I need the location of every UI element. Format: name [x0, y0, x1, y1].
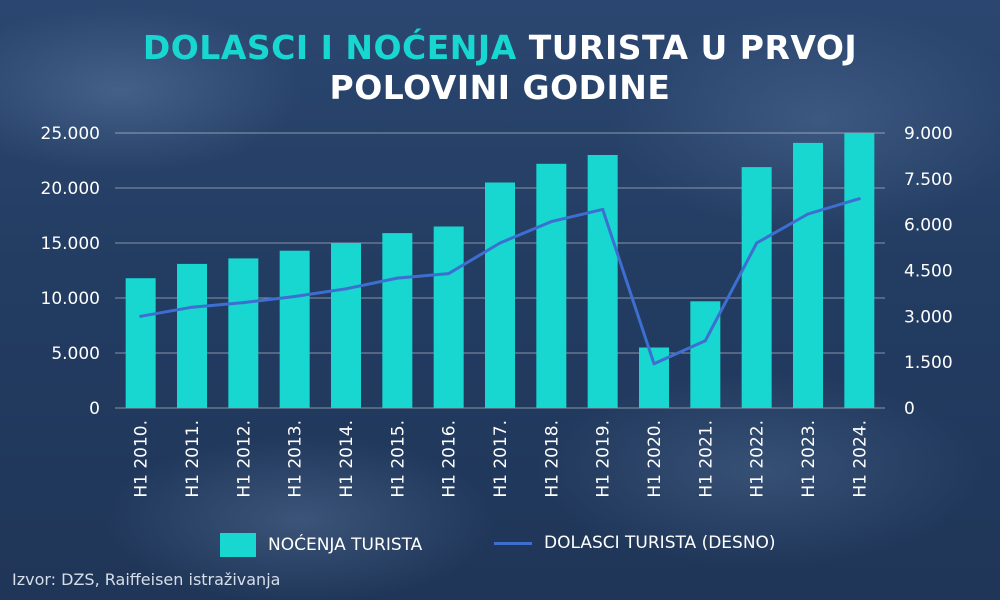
line-point	[241, 301, 245, 305]
line-point	[344, 287, 348, 291]
x-tick-label: H1 2023.	[799, 420, 819, 498]
x-tick-label: H1 2012.	[234, 420, 254, 498]
bar	[485, 182, 515, 408]
bar	[587, 155, 618, 408]
y-right-tick-label: 9.000	[904, 124, 953, 144]
line-point	[703, 339, 707, 343]
y-right-tick-label: 6.000	[904, 216, 953, 236]
y-left-tick-label: 15.000	[41, 234, 100, 254]
line-point	[395, 276, 399, 280]
title-line2: POLOVINI GODINE	[329, 68, 671, 107]
line-point	[857, 197, 861, 201]
line-point	[447, 272, 451, 276]
title-line1-rest: TURISTA U PRVOJ	[516, 28, 858, 67]
bar	[433, 226, 464, 408]
x-tick-label: H1 2018.	[542, 420, 562, 498]
line-point	[498, 241, 502, 245]
bar	[639, 347, 669, 408]
x-tick-label: H1 2019.	[594, 420, 614, 498]
legend-line-label: DOLASCI TURISTA (DESNO)	[544, 533, 776, 553]
bar	[177, 263, 207, 408]
x-tick-label: H1 2017.	[491, 420, 511, 498]
y-right-tick-label: 7.500	[904, 170, 953, 190]
y-left-tick-label: 5.000	[51, 344, 100, 364]
line-point	[293, 294, 297, 298]
y-left-tick-label: 20.000	[41, 179, 100, 199]
bar	[331, 243, 361, 408]
x-tick-label: H1 2016.	[440, 420, 460, 498]
legend-bars-label: NOĆENJA TURISTA	[268, 535, 423, 555]
x-tick-label: H1 2014.	[337, 420, 357, 498]
y-left-tick-label: 10.000	[41, 289, 100, 309]
x-tick-label: H1 2020.	[645, 420, 665, 498]
source-note: Izvor: DZS, Raiffeisen istraživanja	[12, 570, 281, 589]
y-right-tick-label: 0	[904, 399, 915, 419]
line-point	[755, 241, 759, 245]
x-tick-label: H1 2010.	[132, 420, 152, 498]
title-accent: DOLASCI I NOĆENJA	[142, 28, 517, 67]
x-tick-label: H1 2021.	[696, 420, 716, 498]
x-tick-label: H1 2015.	[388, 420, 408, 498]
y-right-tick-label: 4.500	[904, 262, 953, 282]
bar	[279, 250, 310, 408]
x-tick-label: H1 2013.	[286, 420, 306, 498]
line-point	[652, 362, 656, 366]
bar	[382, 233, 413, 408]
bar	[125, 278, 156, 408]
legend-item-bars: NOĆENJA TURISTA	[220, 533, 422, 557]
legend: NOĆENJA TURISTA DOLASCI TURISTA (DESNO)	[0, 533, 1000, 559]
x-tick-label: H1 2011.	[183, 420, 203, 498]
line-point	[190, 305, 194, 309]
bar	[536, 163, 567, 408]
y-left-tick-label: 0	[89, 399, 100, 419]
line-point	[806, 212, 810, 216]
line-point	[601, 207, 605, 211]
x-tick-label: H1 2024.	[850, 420, 870, 498]
y-right-tick-label: 1.500	[904, 353, 953, 373]
y-left-tick-label: 25.000	[41, 124, 100, 144]
y-right-tick-label: 3.000	[904, 307, 953, 327]
legend-item-line: DOLASCI TURISTA (DESNO)	[494, 533, 776, 553]
legend-line-swatch	[494, 541, 532, 545]
line-point	[549, 220, 553, 224]
bar	[690, 301, 721, 408]
x-tick-label: H1 2022.	[748, 420, 768, 498]
bar	[741, 167, 772, 408]
bar	[844, 133, 875, 408]
bar	[228, 258, 259, 408]
line-point	[139, 314, 143, 318]
chart-title: DOLASCI I NOĆENJA TURISTA U PRVOJ POLOVI…	[0, 28, 1000, 108]
legend-bar-swatch	[220, 533, 256, 557]
bar	[793, 142, 823, 408]
